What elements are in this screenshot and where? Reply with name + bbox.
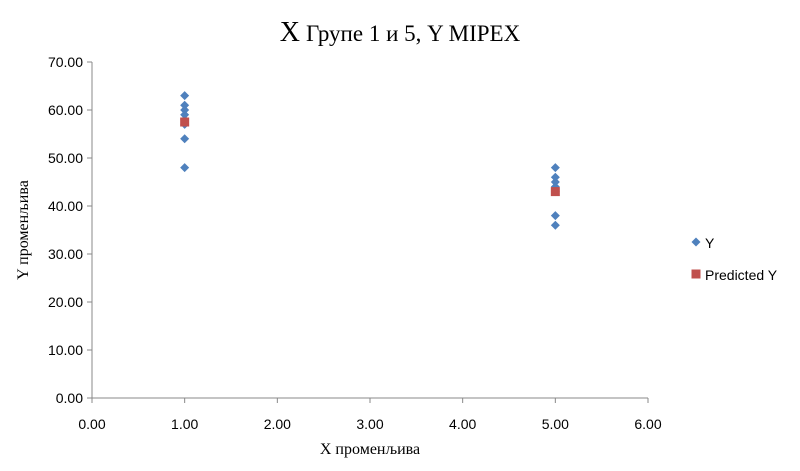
y-tick-label: 20.00 (48, 294, 83, 310)
y-tick-label: 60.00 (48, 102, 83, 118)
y-ticks: 0.00 10.00 20.00 30.00 40.00 50.00 60.00 70.00 (48, 54, 92, 406)
x-tick-label: 3.00 (356, 416, 383, 432)
x-tick-label: 1.00 (171, 416, 198, 432)
data-point-y (180, 100, 190, 110)
y-tick-label: 30.00 (48, 246, 83, 262)
data-point-y (550, 172, 560, 182)
chart-title-prefix: X (280, 17, 300, 48)
y-tick-label: 70.00 (48, 54, 83, 70)
chart-title-rest: Групе 1 и 5, Y MIPEX (306, 21, 521, 46)
data-point-y (550, 163, 560, 173)
data-point-predicted-y (550, 187, 560, 197)
x-ticks: 0.00 1.00 2.00 3.00 4.00 5.00 6.00 (78, 398, 662, 432)
legend: Y Predicted Y (691, 235, 778, 283)
chart-title: X Групе 1 и 5, Y MIPEX (280, 17, 521, 48)
x-tick-label: 6.00 (634, 416, 661, 432)
x-axis-label: X променљива (320, 441, 420, 458)
data-point-y (180, 105, 190, 115)
x-tick-label: 2.00 (264, 416, 291, 432)
y-axis-label: Y променљива (15, 180, 32, 280)
x-tick-label: 5.00 (542, 416, 569, 432)
legend-label: Predicted Y (705, 267, 778, 283)
y-tick-label: 0.00 (56, 390, 83, 406)
x-tick-label: 0.00 (78, 416, 105, 432)
data-point-y (550, 220, 560, 230)
data-point-y (180, 110, 190, 120)
y-tick-label: 10.00 (48, 342, 83, 358)
legend-label: Y (705, 235, 715, 251)
legend-marker (691, 237, 701, 247)
data-point-y (180, 134, 190, 144)
y-tick-label: 50.00 (48, 150, 83, 166)
data-point-y (550, 177, 560, 187)
data-point-y (550, 211, 560, 221)
data-point-predicted-y (180, 117, 190, 127)
data-point-y (180, 163, 190, 173)
legend-marker (691, 269, 701, 279)
points-layer (180, 91, 560, 230)
y-tick-label: 40.00 (48, 198, 83, 214)
x-tick-label: 4.00 (449, 416, 476, 432)
data-point-y (180, 91, 190, 101)
